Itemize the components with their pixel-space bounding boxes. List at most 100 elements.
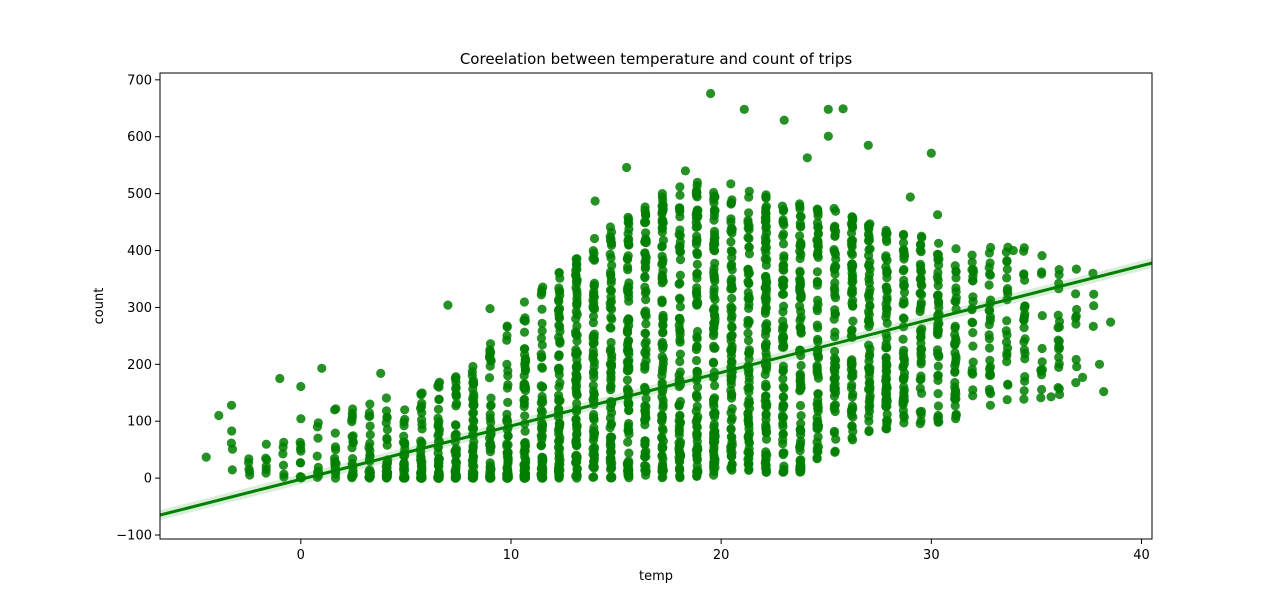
- data-point: [692, 250, 703, 260]
- data-point: [640, 202, 650, 212]
- data-point: [1094, 359, 1105, 369]
- data-point: [710, 343, 720, 353]
- data-point: [950, 393, 960, 403]
- data-point: [829, 385, 839, 395]
- data-point: [1089, 301, 1099, 311]
- data-point: [571, 270, 581, 280]
- data-point: [915, 259, 926, 269]
- data-point: [312, 451, 322, 461]
- data-point: [691, 355, 702, 366]
- data-point: [812, 277, 823, 287]
- data-point: [1088, 321, 1098, 331]
- data-point: [589, 389, 599, 399]
- data-point: [640, 364, 650, 374]
- data-point: [605, 249, 615, 259]
- data-point: [201, 452, 211, 462]
- y-tick-label: 200: [127, 358, 152, 373]
- data-point: [865, 349, 875, 359]
- data-point: [1002, 395, 1012, 405]
- data-point: [451, 450, 461, 460]
- data-point: [691, 218, 701, 228]
- data-point: [709, 237, 719, 247]
- data-point: [898, 334, 908, 344]
- data-point: [443, 300, 453, 310]
- data-point: [553, 425, 564, 435]
- data-point: [967, 317, 977, 327]
- data-point: [1072, 304, 1082, 315]
- data-point: [519, 297, 530, 307]
- data-point: [692, 366, 702, 376]
- data-point: [451, 391, 461, 401]
- data-point: [967, 265, 977, 275]
- data-point: [1037, 269, 1047, 279]
- data-point: [864, 274, 874, 284]
- data-point: [692, 177, 703, 187]
- data-point: [657, 473, 667, 483]
- data-point: [744, 242, 754, 252]
- data-point: [502, 383, 512, 393]
- chart-title: Coreelation between temperature and coun…: [460, 50, 853, 68]
- data-point: [572, 297, 582, 307]
- data-point: [691, 190, 702, 200]
- data-point: [400, 405, 410, 415]
- data-point: [468, 408, 479, 418]
- data-point: [519, 460, 529, 470]
- data-point: [537, 340, 547, 350]
- data-point: [864, 245, 874, 255]
- data-point: [674, 444, 684, 454]
- data-point: [847, 298, 857, 308]
- data-point: [727, 344, 737, 354]
- data-point: [796, 328, 806, 338]
- data-point: [898, 229, 909, 239]
- data-point: [968, 328, 978, 338]
- data-point: [400, 414, 410, 424]
- data-point: [1099, 387, 1109, 397]
- data-point: [899, 394, 909, 404]
- data-point: [985, 400, 996, 410]
- data-point: [744, 397, 754, 407]
- data-point: [675, 356, 685, 367]
- data-point: [779, 253, 789, 264]
- data-point: [933, 361, 943, 371]
- data-point: [365, 421, 375, 431]
- data-point: [693, 382, 703, 392]
- data-point: [813, 403, 823, 413]
- data-point: [622, 162, 632, 173]
- y-tick-label: −100: [116, 529, 152, 544]
- data-point: [433, 471, 443, 481]
- data-point: [1019, 323, 1029, 333]
- data-point: [417, 398, 427, 408]
- data-point: [985, 369, 995, 379]
- data-point: [657, 189, 667, 199]
- data-point: [761, 236, 771, 246]
- data-point: [623, 236, 633, 246]
- data-point: [554, 436, 564, 446]
- data-point: [486, 463, 496, 473]
- data-point: [692, 414, 702, 425]
- data-point: [468, 423, 479, 433]
- data-point: [572, 372, 582, 383]
- data-point: [434, 461, 444, 472]
- data-point: [641, 394, 651, 404]
- data-point: [1008, 245, 1018, 256]
- data-point: [330, 428, 340, 438]
- data-point: [710, 294, 720, 305]
- data-point: [503, 397, 513, 407]
- data-point: [657, 339, 667, 349]
- data-point: [743, 335, 754, 346]
- data-point: [295, 437, 305, 447]
- data-point: [295, 458, 305, 468]
- data-point: [605, 382, 616, 392]
- x-tick-label: 30: [923, 548, 940, 563]
- y-tick-label: 300: [127, 301, 152, 316]
- data-point: [641, 356, 651, 366]
- data-point: [951, 273, 961, 283]
- data-point: [739, 104, 749, 114]
- data-point: [916, 267, 927, 277]
- data-point: [709, 245, 719, 255]
- data-point: [829, 428, 840, 438]
- data-point: [382, 413, 392, 423]
- data-point: [554, 350, 564, 360]
- data-point: [823, 104, 833, 114]
- data-point: [606, 234, 616, 244]
